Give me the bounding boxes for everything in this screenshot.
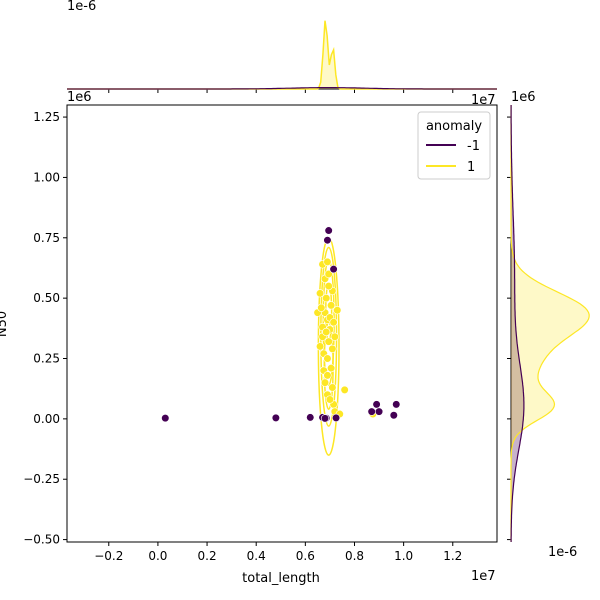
scatter-point-normal	[340, 385, 349, 394]
scatter-point-normal	[324, 281, 333, 291]
x-tick-label: 0.0	[148, 549, 167, 563]
y-tick-label: 0.25	[33, 352, 60, 366]
main-axes-frame	[66, 104, 498, 543]
scatter-point-normal	[322, 327, 331, 337]
x-tick-label: 0.6	[296, 549, 315, 563]
scatter-point-anomaly	[374, 407, 384, 416]
main-axes: −0.2 0.0 0.2 0.4 0.6 0.8 1.0 1.2 −0.50 −0.25 0.00…	[0, 90, 498, 586]
right-marginal-kde-fill-positive	[511, 105, 590, 542]
scatter-point-normal	[330, 332, 339, 341]
y-tick-label: −0.25	[23, 472, 60, 486]
scatter-point-normal	[317, 303, 326, 312]
y-tick-label: 0.00	[33, 412, 60, 426]
x-axis-ticks: −0.2 0.0 0.2 0.4 0.6 0.8 1.0 1.2	[94, 542, 462, 563]
scatter-point-normal	[328, 344, 337, 353]
scatter-point-anomaly	[271, 413, 280, 423]
scatter-point-anomaly	[331, 413, 341, 423]
y-tick-label: 0.75	[33, 231, 60, 245]
y-tick-label: 1.00	[33, 170, 60, 184]
legend-label-normal: 1	[467, 160, 475, 175]
x-axis-multiplier-label: 1e7	[471, 569, 496, 584]
scatter-point-anomaly	[320, 414, 330, 423]
right-marginal-multiplier-label: 1e-6	[548, 545, 577, 560]
scatter-point-anomaly	[329, 265, 338, 274]
top-marginal-axis: 1e-6 1e7	[67, 0, 497, 108]
x-tick-label: −0.2	[94, 549, 123, 563]
scatter-point-normal	[320, 378, 330, 387]
scatter-point-normal	[324, 269, 333, 279]
right-marginal-top-label: 1e6	[511, 90, 536, 105]
x-tick-label: 0.8	[345, 549, 364, 563]
scatter-point-anomaly	[389, 411, 398, 420]
scatter-point-normal	[324, 337, 333, 346]
x-axis-label: total_length	[242, 571, 320, 586]
scatter-point-normal	[315, 289, 325, 298]
legend-label-anomaly: -1	[467, 139, 480, 154]
y-axis-ticks: −0.50 −0.25 0.00 0.25 0.50 0.75 1.00 1.25	[23, 110, 67, 547]
scatter-point-anomaly	[306, 413, 315, 422]
y-axis-multiplier-label: 1e6	[67, 90, 92, 105]
right-marginal-kde-line-anomaly	[510, 105, 525, 542]
y-tick-label: 0.50	[33, 291, 60, 305]
right-marginal-kde-line-positive	[510, 105, 590, 542]
scatter-point-normal	[323, 371, 332, 380]
scatter-point-normal	[325, 395, 335, 404]
legend: anomaly -1 1	[417, 111, 491, 180]
scatter-point-anomaly	[324, 226, 333, 235]
x-tick-label: 0.4	[247, 549, 266, 563]
y-tick-label: −0.50	[23, 533, 60, 547]
top-marginal-multiplier-label: 1e-6	[67, 0, 96, 14]
x-tick-label: 0.2	[198, 549, 217, 563]
top-marginal-kde-line-anomaly	[67, 87, 497, 90]
y-tick-label: 1.25	[33, 110, 60, 124]
right-marginal-kde-fill-anomaly	[511, 105, 524, 542]
y-axis-label: N50	[0, 311, 10, 337]
scatter-point-normal	[323, 257, 332, 267]
right-marginal-axis: 1e6 1e-6	[507, 90, 590, 560]
x-tick-label: 1.0	[394, 549, 413, 563]
scatter-point-normal	[327, 364, 336, 373]
scatter-point-anomaly	[372, 400, 381, 409]
scatter-point-anomaly	[161, 414, 170, 423]
x-tick-label: 1.2	[443, 549, 462, 563]
scatter-point-normal	[333, 306, 342, 315]
top-marginal-kde-fill-positive	[67, 20, 497, 90]
scatter-point-anomaly	[392, 400, 401, 409]
top-marginal-x-multiplier-label: 1e7	[471, 93, 496, 108]
scatter-point-normal	[329, 318, 338, 327]
scatter-point-normal	[322, 294, 331, 303]
scatter-point-normal	[327, 301, 336, 310]
scatter-point-normal	[328, 383, 337, 392]
legend-title: anomaly	[426, 119, 482, 134]
scatter-point-anomaly	[367, 407, 376, 416]
top-marginal-kde-line-positive	[67, 20, 497, 90]
scatter-point-anomaly	[323, 236, 332, 245]
scatter-points-group	[161, 226, 401, 423]
scatter-point-normal	[323, 354, 332, 363]
scatter-point-normal	[315, 342, 325, 351]
